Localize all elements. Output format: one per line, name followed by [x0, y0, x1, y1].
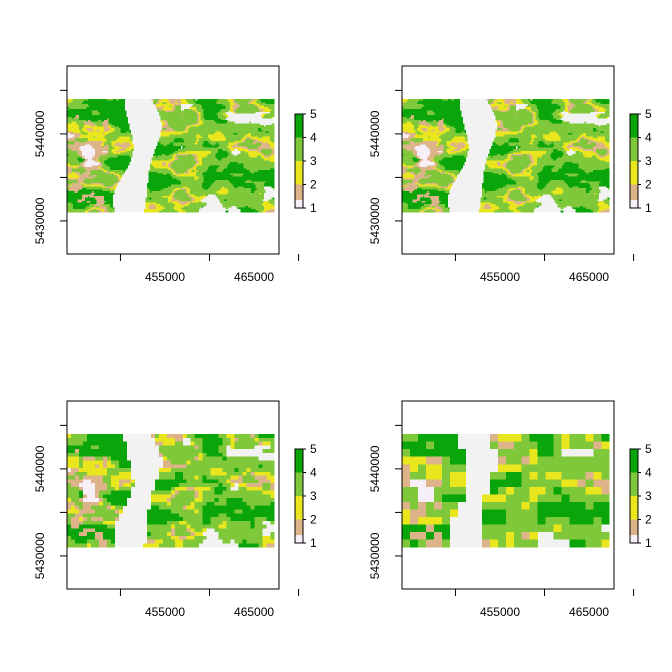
legend-swatch — [295, 184, 303, 208]
y-tick-label: 5430000 — [368, 532, 382, 579]
panel-bottom-right: 455000 465000 5430000 5440000 1 2 3 4 5 — [368, 400, 652, 619]
y-axis: 5430000 5440000 — [368, 89, 402, 244]
y-tick-label: 5430000 — [368, 197, 382, 244]
x-tick-label: 455000 — [145, 605, 185, 619]
legend-swatch — [630, 519, 638, 543]
legend-swatch — [295, 535, 303, 543]
x-axis: 455000 465000 — [454, 589, 635, 619]
legend-label: 4 — [310, 131, 317, 145]
legend-swatch — [630, 449, 638, 473]
y-tick-label: 5430000 — [33, 197, 47, 244]
x-tick-label: 455000 — [145, 270, 185, 284]
legend-label: 3 — [310, 489, 317, 503]
legend-swatch — [295, 200, 303, 208]
legend-swatch — [630, 200, 638, 208]
plot-frame — [66, 65, 280, 255]
legend-label: 5 — [310, 107, 317, 121]
legend-label: 3 — [310, 154, 317, 168]
legend-swatch — [295, 161, 303, 185]
legend-colorbar: 1 2 3 4 5 — [294, 107, 317, 215]
y-tick-label: 5440000 — [33, 445, 47, 492]
legend-label: 5 — [310, 442, 317, 456]
legend-label: 1 — [645, 536, 652, 550]
x-axis: 455000 465000 — [119, 589, 300, 619]
raster-cells — [67, 434, 275, 548]
raster-cells — [402, 434, 610, 548]
plot-frame — [401, 400, 615, 590]
legend-label: 3 — [645, 489, 652, 503]
legend-label: 2 — [310, 178, 317, 192]
legend-swatch — [295, 137, 303, 161]
legend-swatch — [295, 449, 303, 473]
panel-top-left: 455000 465000 5430000 5440000 1 2 3 4 5 — [33, 65, 317, 284]
legend-colorbar: 1 2 3 4 5 — [294, 442, 317, 550]
legend-label: 1 — [310, 201, 317, 215]
legend-swatch — [630, 535, 638, 543]
x-tick-label: 465000 — [569, 270, 609, 284]
legend-label: 1 — [310, 536, 317, 550]
raster-cells — [67, 99, 275, 213]
plot-frame — [401, 65, 615, 255]
y-tick-label: 5440000 — [33, 110, 47, 157]
x-tick-label: 465000 — [569, 605, 609, 619]
legend-label: 3 — [645, 154, 652, 168]
legend-label: 1 — [645, 201, 652, 215]
x-tick-label: 455000 — [480, 270, 520, 284]
x-tick-label: 465000 — [234, 605, 274, 619]
x-axis: 455000 465000 — [454, 254, 635, 284]
plot-frame — [66, 400, 280, 590]
x-tick-label: 455000 — [480, 605, 520, 619]
legend-label: 4 — [645, 131, 652, 145]
legend-label: 5 — [645, 442, 652, 456]
legend-swatch — [630, 137, 638, 161]
legend-colorbar: 1 2 3 4 5 — [629, 107, 652, 215]
y-axis: 5430000 5440000 — [368, 424, 402, 579]
x-tick-label: 465000 — [234, 270, 274, 284]
x-axis: 455000 465000 — [119, 254, 300, 284]
legend-label: 4 — [310, 466, 317, 480]
legend-swatch — [630, 184, 638, 208]
legend-label: 2 — [310, 513, 317, 527]
legend-swatch — [295, 472, 303, 496]
legend-swatch — [630, 472, 638, 496]
panel-top-right: 455000 465000 5430000 5440000 1 2 3 4 5 — [368, 65, 652, 284]
legend-label: 2 — [645, 513, 652, 527]
y-axis: 5430000 5440000 — [33, 89, 67, 244]
legend-swatch — [295, 496, 303, 520]
legend-swatch — [630, 161, 638, 185]
y-axis: 5430000 5440000 — [33, 424, 67, 579]
y-tick-label: 5430000 — [33, 532, 47, 579]
legend-swatch — [295, 519, 303, 543]
legend-label: 5 — [645, 107, 652, 121]
raster-cells — [402, 99, 610, 213]
legend-swatch — [630, 114, 638, 138]
legend-label: 2 — [645, 178, 652, 192]
y-tick-label: 5440000 — [368, 110, 382, 157]
legend-swatch — [295, 114, 303, 138]
legend-label: 4 — [645, 466, 652, 480]
legend-colorbar: 1 2 3 4 5 — [629, 442, 652, 550]
y-tick-label: 5440000 — [368, 445, 382, 492]
legend-swatch — [630, 496, 638, 520]
panel-bottom-left: 455000 465000 5430000 5440000 1 2 3 4 5 — [33, 400, 317, 619]
